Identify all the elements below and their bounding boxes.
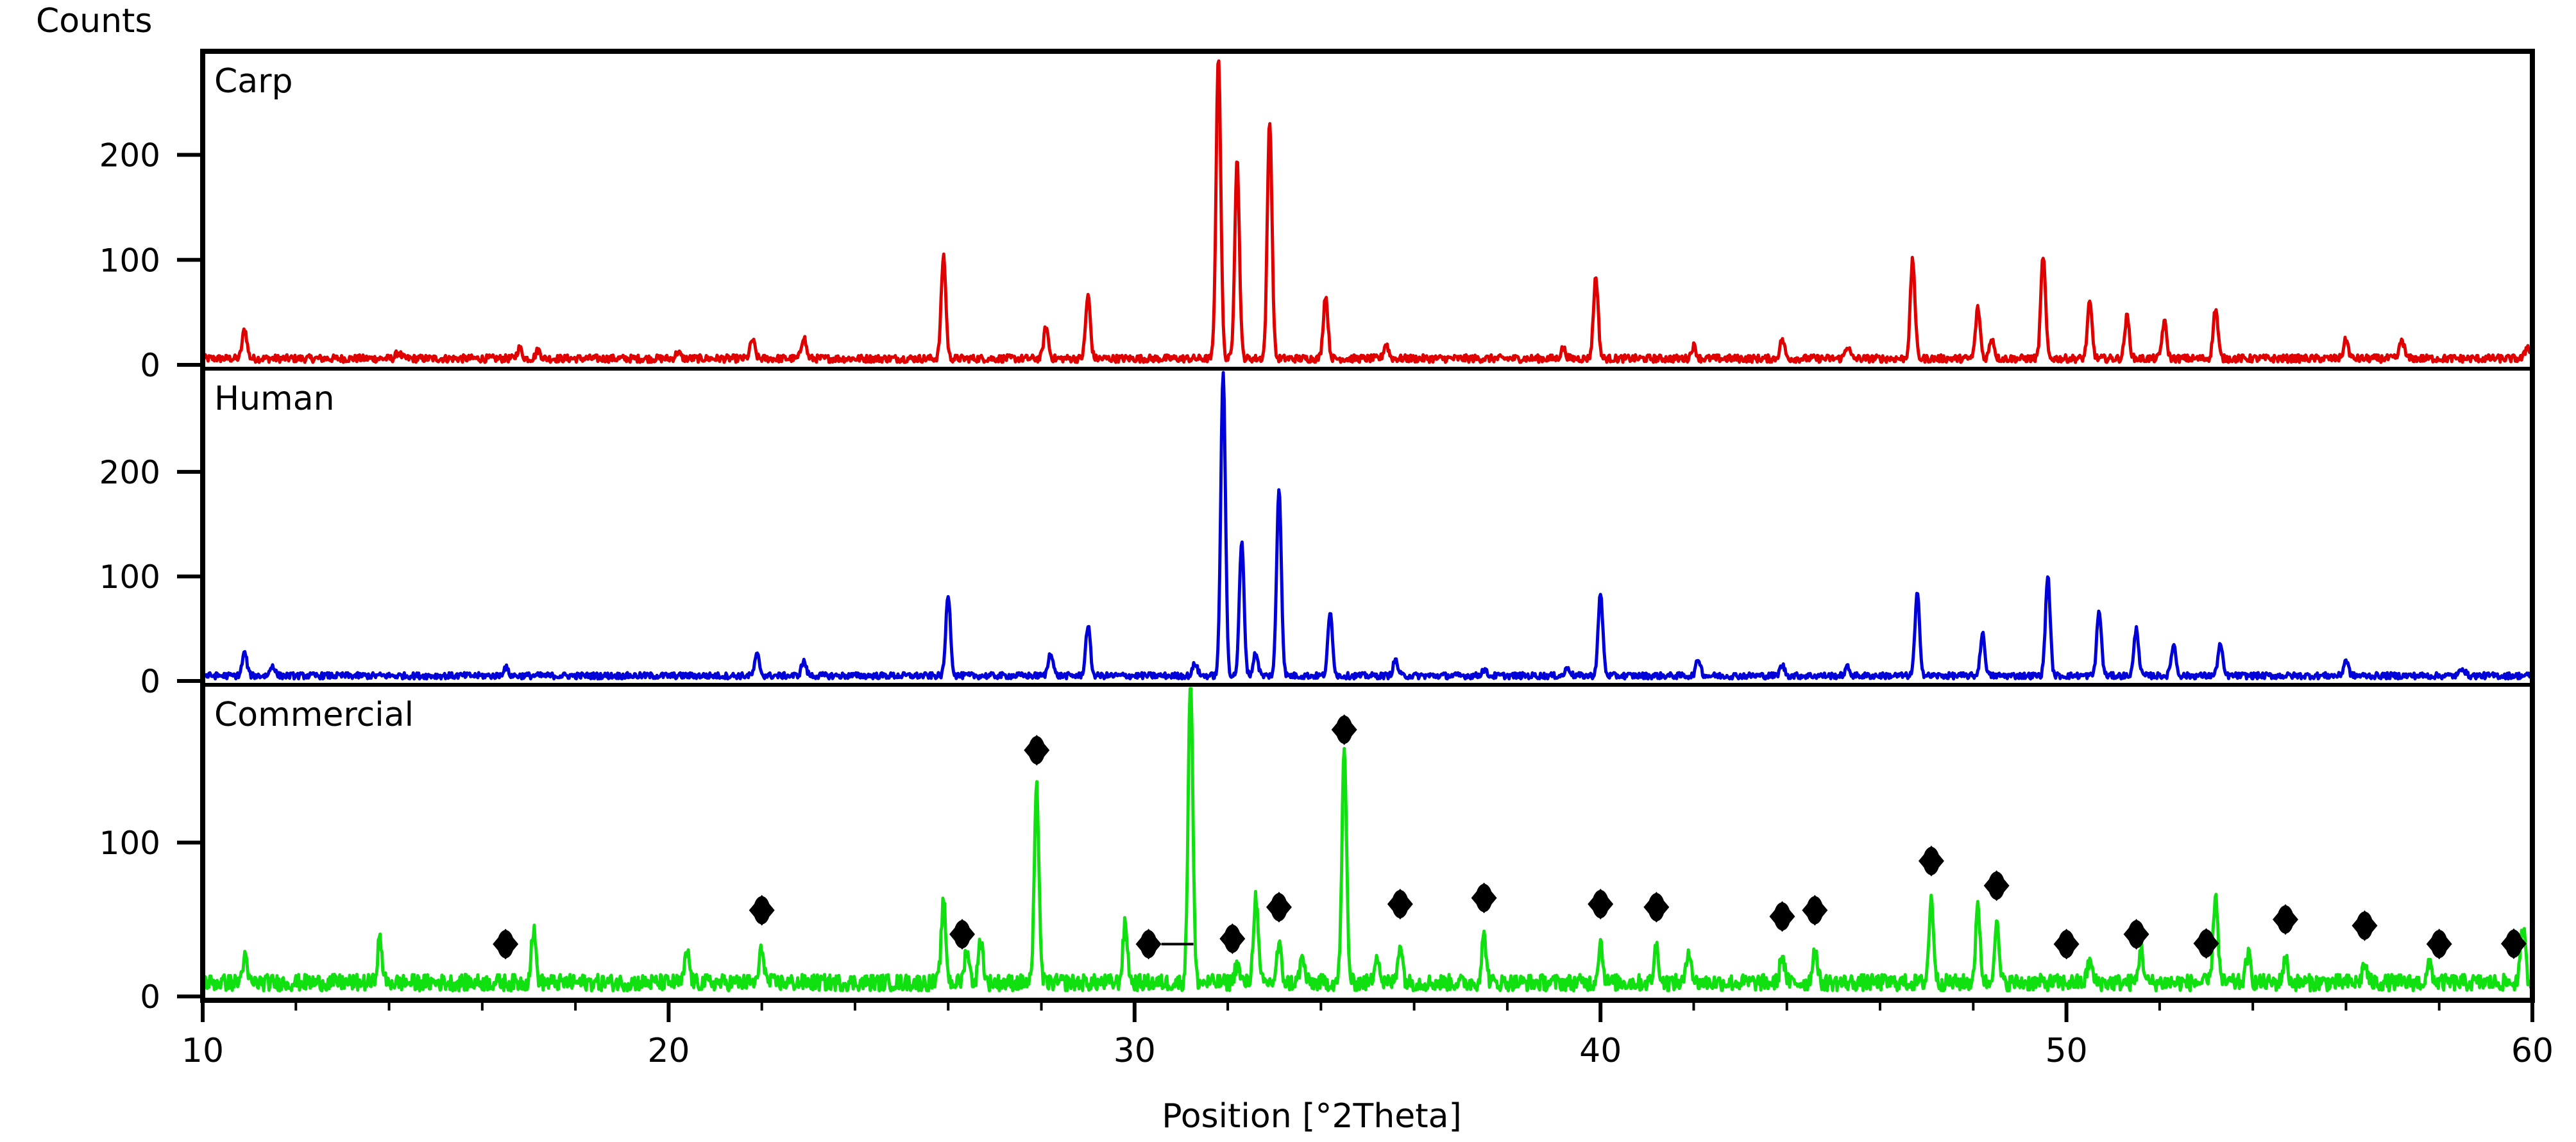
y-axis-label: Counts (36, 2, 153, 40)
series-carp-line (201, 59, 2534, 364)
peak-marker (1266, 891, 1292, 923)
peak-marker (1643, 891, 1670, 923)
peak-marker (2500, 928, 2527, 959)
peak-marker (1588, 889, 1614, 919)
x-tick-label: 10 (182, 1032, 224, 1070)
panel-label: Human (214, 380, 335, 418)
peak-marker (1918, 845, 1944, 877)
peak-marker (1471, 882, 1497, 914)
peak-marker (1387, 889, 1413, 919)
x-tick-label: 30 (1114, 1032, 1156, 1070)
y-tick-label: 0 (140, 978, 160, 1016)
y-tick-label: 100 (99, 825, 160, 862)
peak-marker (1983, 870, 2010, 902)
plot-frame (200, 49, 2535, 1003)
panel-label: Commercial (214, 696, 414, 734)
peak-marker (1802, 894, 1828, 926)
peak-marker (2123, 919, 2149, 950)
peak-marker (2193, 928, 2219, 959)
panel-human: 0 100 200 Human (99, 371, 2534, 700)
peak-marker (2053, 928, 2080, 960)
peak-marker (2273, 904, 2299, 935)
y-tick-label: 0 (140, 347, 160, 384)
panels: 0 100 200 Carp 0 100 200 Human 0 100 Commercial (99, 59, 2534, 1016)
peak-marker (749, 894, 775, 926)
x-tick-label: 50 (2046, 1032, 2088, 1070)
peak-marker (2351, 910, 2378, 941)
y-tick-label: 200 (99, 454, 160, 491)
x-axis-label: Position [°2Theta] (1162, 1097, 1462, 1136)
peak-marker (1024, 735, 1050, 766)
series-human-line (201, 371, 2534, 681)
y-tick-label: 0 (140, 663, 160, 700)
peak-marker (2426, 928, 2452, 960)
peak-marker (1769, 901, 1795, 932)
x-tick-label: 60 (2511, 1032, 2554, 1070)
y-tick-label: 100 (99, 558, 160, 596)
series-commercial-line (201, 687, 2534, 993)
x-tick-label: 20 (647, 1032, 690, 1070)
peak-marker (949, 919, 976, 950)
y-tick-label: 200 (99, 137, 160, 174)
panel-label: Carp (214, 62, 293, 101)
peak-marker (1331, 714, 1357, 745)
y-tick-label: 100 (99, 242, 160, 279)
x-tick-label: 40 (1579, 1032, 1622, 1070)
peak-marker (493, 928, 519, 960)
x-axis: 10 20 30 40 50 60 (182, 1000, 2554, 1070)
panel-commercial: 0 100 Commercial (99, 687, 2534, 1016)
peak-marker (1135, 928, 1194, 960)
peak-marker (1219, 923, 1246, 955)
panel-carp: 0 100 200 Carp (99, 59, 2534, 384)
